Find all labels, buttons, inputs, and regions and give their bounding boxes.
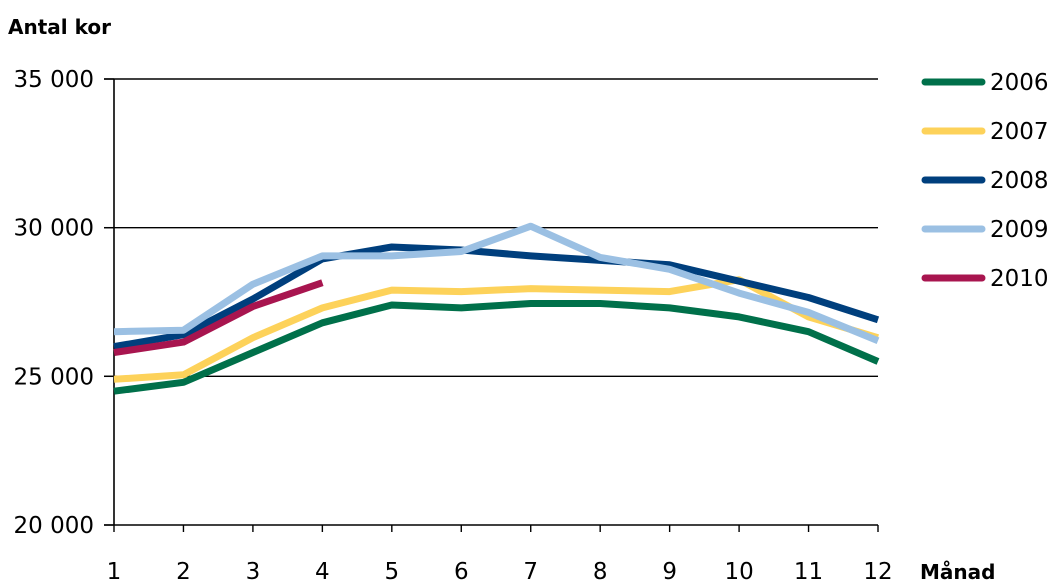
x-tick-label: 5	[384, 559, 399, 581]
series-line-2010	[113, 279, 324, 356]
x-tick-label: 4	[315, 559, 330, 581]
legend: 2006 2007 2008 2009 2010	[921, 70, 1049, 292]
y-tick-label: 20 000	[14, 513, 94, 539]
legend-label-2009: 2009	[990, 217, 1049, 243]
y-tick-label: 35 000	[14, 67, 94, 93]
axes	[104, 78, 879, 532]
x-axis-title: Månad	[920, 560, 995, 581]
x-tick-labels: 1 2 3 4 5 6 7 8 9 10 11 12	[107, 559, 893, 581]
x-tick-label: 12	[863, 559, 892, 581]
legend-label-2006: 2006	[990, 70, 1049, 96]
x-tick-label: 7	[523, 559, 538, 581]
legend-label-2007: 2007	[990, 119, 1049, 145]
series-line-2006	[113, 300, 880, 395]
x-tick-label: 9	[662, 559, 677, 581]
x-tick-label: 1	[107, 559, 122, 581]
x-tick-label: 11	[794, 559, 823, 581]
y-tick-label: 30 000	[14, 216, 94, 242]
legend-label-2010: 2010	[990, 266, 1049, 292]
x-tick-label: 10	[724, 559, 753, 581]
y-axis-title: Antal kor	[8, 15, 111, 39]
series-line-2008	[113, 243, 880, 351]
legend-label-2008: 2008	[990, 168, 1049, 194]
y-tick-label: 25 000	[14, 364, 94, 390]
gridlines	[104, 78, 878, 378]
y-tick-labels: 20 000 25 000 30 000 35 000	[14, 67, 94, 539]
x-tick-label: 6	[454, 559, 469, 581]
x-tick-label: 8	[593, 559, 608, 581]
x-tick-label: 2	[176, 559, 191, 581]
series-lines	[113, 222, 880, 395]
series-line-2009	[113, 222, 880, 344]
x-tick-label: 3	[246, 559, 261, 581]
